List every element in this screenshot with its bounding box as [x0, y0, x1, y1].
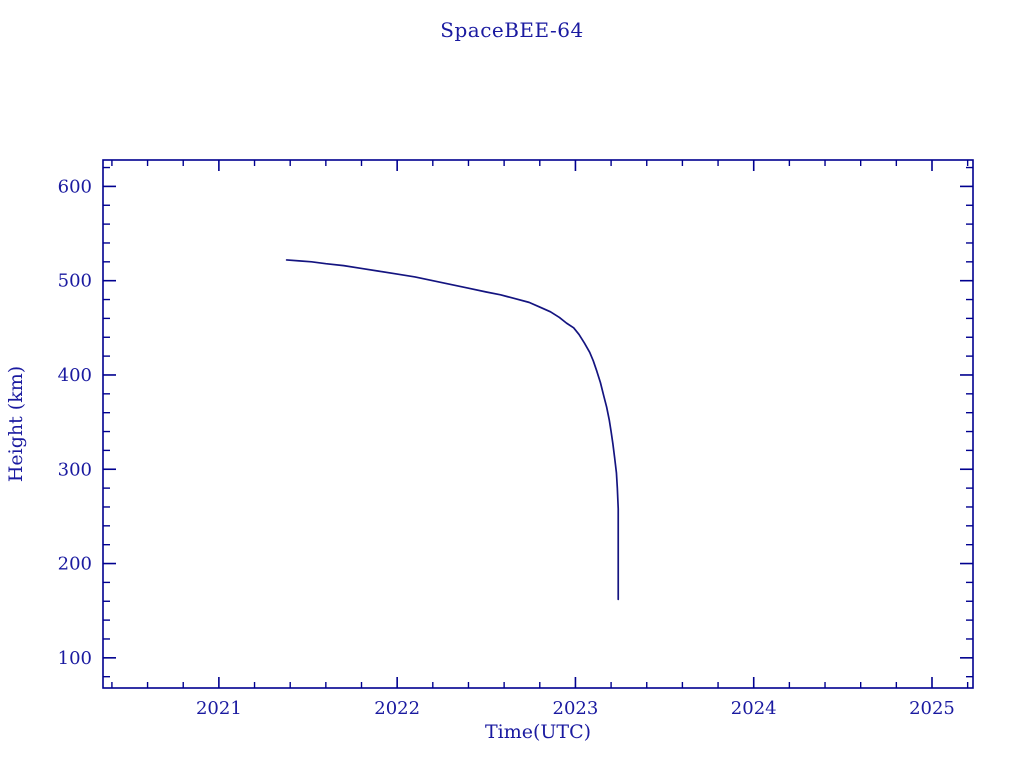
- chart-title: SpaceBEE-64: [440, 18, 583, 42]
- x-axis-tick-labels: 2021 2022 2023 2024 2025: [196, 698, 955, 719]
- x-tick-label: 2024: [731, 698, 777, 719]
- y-axis-label: Height (km): [5, 366, 27, 482]
- y-axis-tick-labels: 100 200 300 400 500 600: [58, 176, 92, 668]
- y-tick-label: 600: [58, 176, 92, 197]
- y-tick-label: 200: [58, 554, 92, 575]
- y-tick-label: 500: [58, 271, 92, 292]
- y-axis-ticks: [103, 166, 973, 678]
- x-tick-label: 2021: [196, 698, 242, 719]
- x-tick-label: 2025: [909, 698, 955, 719]
- x-axis-ticks: [111, 160, 969, 688]
- y-tick-label: 300: [58, 459, 92, 480]
- height-series-line: [285, 259, 620, 601]
- plot-frame: [102, 159, 974, 689]
- y-tick-label: 400: [58, 365, 92, 386]
- y-tick-label: 100: [58, 648, 92, 669]
- x-tick-label: 2023: [553, 698, 599, 719]
- x-tick-label: 2022: [374, 698, 420, 719]
- x-axis-label: Time(UTC): [485, 721, 591, 743]
